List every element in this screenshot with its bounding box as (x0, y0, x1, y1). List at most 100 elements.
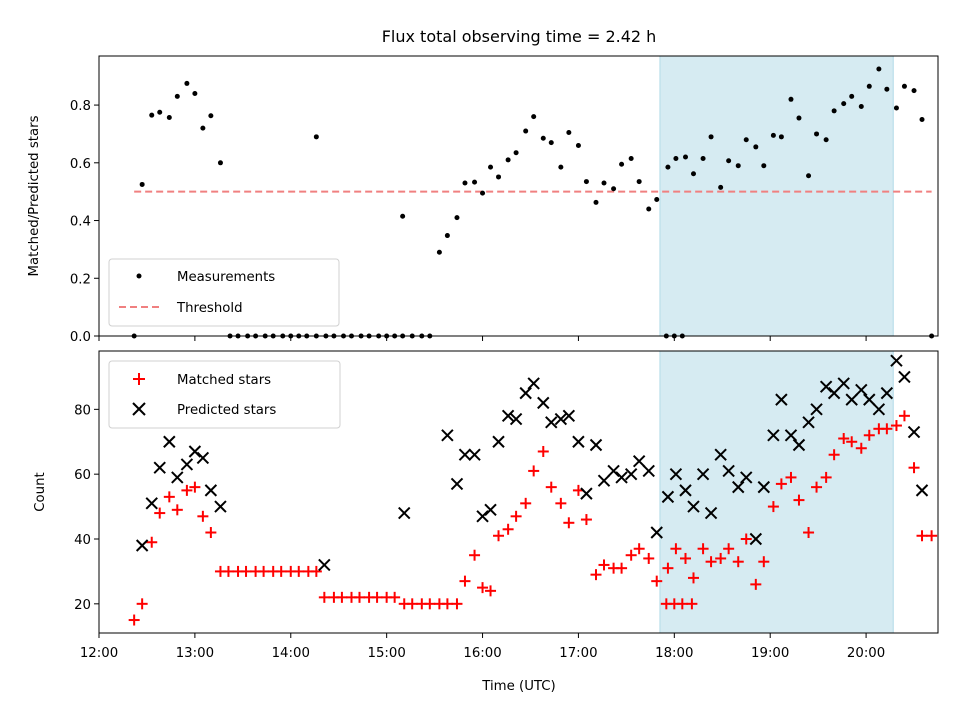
matched-star-point (633, 543, 645, 555)
predicted-star-point (492, 435, 505, 448)
predicted-star-stroke (450, 477, 464, 491)
predicted-star-stroke (597, 474, 611, 487)
measurement-point (531, 114, 537, 120)
measurement-point (884, 86, 890, 92)
predicted-star-point (441, 429, 454, 442)
bottom-y-tick-label: 40 (74, 533, 91, 548)
measurement-point (876, 66, 882, 72)
predicted-star-point (476, 510, 489, 523)
predicted-star-point (171, 471, 184, 484)
predicted-star-points (135, 354, 929, 572)
matched-star-point (154, 507, 166, 519)
predicted-star-stroke (872, 403, 886, 416)
matched-star-point (441, 598, 453, 610)
predicted-star-stroke (398, 506, 411, 520)
measurement-point (139, 181, 145, 187)
predicted-star-point (767, 429, 780, 442)
x-tick-label: 13:00 (176, 646, 214, 661)
measurement-point (558, 164, 564, 170)
predicted-star-stroke (757, 480, 771, 494)
predicted-star-stroke (145, 497, 158, 510)
matched-star-point (222, 565, 234, 577)
predicted-star-point (450, 477, 464, 491)
matched-star-point (838, 433, 850, 445)
predicted-star-stroke (784, 429, 798, 442)
predicted-star-point (527, 377, 540, 390)
matched-star-point (916, 530, 928, 542)
matched-star-point (128, 614, 140, 626)
predicted-star-point (204, 484, 218, 497)
measurement-point (718, 184, 724, 190)
predicted-star-point (572, 435, 585, 448)
measurement-point (735, 163, 741, 169)
predicted-star-point (732, 480, 745, 494)
predicted-star-point (837, 377, 850, 390)
x-tick-label: 12:00 (80, 646, 118, 661)
predicted-star-stroke (589, 438, 603, 452)
matched-star-point (670, 543, 682, 555)
predicted-star-stroke (537, 396, 550, 410)
predicted-star-stroke (624, 467, 638, 481)
predicted-star-stroke (650, 526, 663, 539)
predicted-star-point (597, 474, 611, 487)
matched-star-point (793, 494, 805, 506)
measurement-point (488, 164, 494, 170)
measurement-point (708, 134, 714, 140)
x-axis-label: Time (UTC) (481, 679, 556, 694)
predicted-star-point (615, 471, 628, 484)
matched-star-point (846, 436, 858, 448)
predicted-star-point (855, 383, 868, 397)
predicted-star-point (180, 458, 194, 471)
predicted-star-stroke (767, 429, 780, 442)
predicted-star-point (696, 467, 710, 481)
predicted-star-point (757, 480, 771, 494)
predicted-star-stroke (180, 458, 194, 471)
measurement-point (174, 93, 180, 99)
matched-star-point (890, 420, 902, 432)
predicted-star-point (318, 558, 331, 572)
predicted-star-stroke (632, 454, 646, 468)
bottom-y-tick-label: 80 (74, 403, 91, 418)
predicted-star-stroke (441, 429, 454, 442)
predicted-star-point (827, 386, 841, 400)
measurement-point (636, 179, 642, 185)
predicted-star-stroke (484, 503, 497, 517)
measurement-point (700, 155, 706, 161)
top-x-ticks (98, 336, 867, 341)
matched-star-point (686, 598, 698, 610)
predicted-star-stroke (855, 383, 868, 397)
predicted-star-stroke (188, 445, 202, 458)
matched-star-point (336, 591, 348, 603)
matched-star-points (128, 410, 938, 626)
matched-star-point (477, 582, 489, 594)
predicted-star-stroke (898, 370, 911, 384)
predicted-star-stroke (545, 416, 558, 429)
top-legend-box (108, 258, 340, 327)
measurement-point (200, 125, 206, 131)
predicted-star-stroke (704, 506, 718, 520)
predicted-star-point (898, 370, 911, 384)
measurement-point (313, 134, 319, 140)
measurement-point (462, 180, 468, 186)
measurement-point (858, 104, 864, 110)
matched-star-point (697, 543, 709, 555)
matched-star-point (828, 449, 840, 461)
matched-star-point (643, 552, 655, 564)
predicted-star-point (589, 438, 603, 452)
bottom-y-axis-label: Count (33, 472, 48, 512)
matched-star-point (767, 501, 779, 513)
measurement-point (540, 135, 546, 141)
predicted-star-stroke (458, 448, 472, 461)
measurement-point (548, 140, 554, 146)
matched-star-point (723, 543, 735, 555)
measurement-point (814, 131, 820, 137)
predicted-star-point (163, 435, 176, 448)
matched-star-point (258, 565, 270, 577)
matched-star-point (371, 591, 383, 603)
top-panel-frame (98, 55, 939, 337)
predicted-star-stroke (827, 386, 841, 400)
predicted-star-point (792, 438, 806, 452)
measurement-point (673, 155, 679, 161)
predicted-star-point (661, 490, 675, 504)
